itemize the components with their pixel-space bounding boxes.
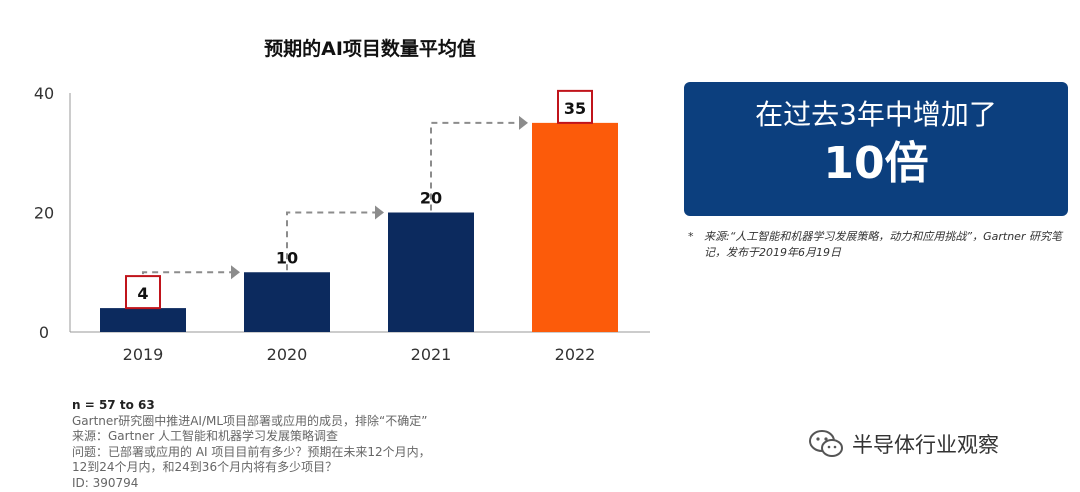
source-note-text: 来源:“人工智能和机器学习发展策略，动力和应用挑战”，Gartner 研究笔记，…: [704, 230, 1062, 259]
x-tick-label: 2022: [555, 345, 596, 364]
watermark: 半导体行业观察: [808, 424, 999, 464]
step-arrow: [142, 271, 232, 275]
footnote-line: ID: 390794: [72, 475, 139, 490]
bar: [388, 212, 474, 332]
source-note: * 来源:“人工智能和机器学习发展策略，动力和应用挑战”，Gartner 研究笔…: [688, 229, 1068, 261]
footnote-sample-size: n = 57 to 63: [72, 398, 155, 412]
step-arrow-head: [375, 205, 384, 220]
callout-box: 在过去3年中增加了 10倍: [684, 82, 1068, 216]
callout-line2: 10倍: [823, 138, 929, 189]
x-tick-label: 2019: [123, 345, 164, 364]
source-note-star: *: [688, 230, 694, 243]
wechat-icon: [809, 430, 843, 457]
x-tick-label: 2021: [411, 345, 452, 364]
chart-title: 预期的AI项目数量平均值: [264, 38, 476, 60]
step-arrow: [286, 211, 376, 271]
x-tick-label: 2020: [267, 345, 308, 364]
footnote: n = 57 to 63 Gartner研究圈中推进AI/ML项目部署或应用的成…: [72, 398, 512, 491]
data-label-box: [125, 275, 161, 310]
footnote-line: 来源：Gartner 人工智能和机器学习发展策略调查: [72, 429, 339, 443]
bar: [244, 272, 330, 332]
y-tick-label: 20: [34, 204, 54, 223]
footnote-line: 12到24个月内，和24到36个月内将有多少项目？: [72, 460, 338, 474]
y-tick-label: 40: [34, 84, 54, 103]
data-label-box: [557, 89, 593, 124]
callout-line1: 在过去3年中增加了: [755, 98, 997, 131]
data-label: 4: [137, 284, 148, 303]
data-label: 35: [564, 99, 586, 118]
step-arrow-head: [519, 115, 528, 130]
footnote-line: Gartner研究圈中推进AI/ML项目部署或应用的成员，排除“不确定”: [72, 413, 428, 428]
bar: [100, 308, 186, 332]
step-arrow: [430, 121, 520, 211]
y-tick-label: 0: [39, 323, 49, 342]
step-arrow-head: [231, 265, 240, 280]
bar: [532, 122, 618, 332]
footnote-line: 问题：已部署或应用的 AI 项目目前有多少？预期在未来12个月内，: [72, 444, 431, 459]
watermark-text: 半导体行业观察: [852, 433, 999, 457]
